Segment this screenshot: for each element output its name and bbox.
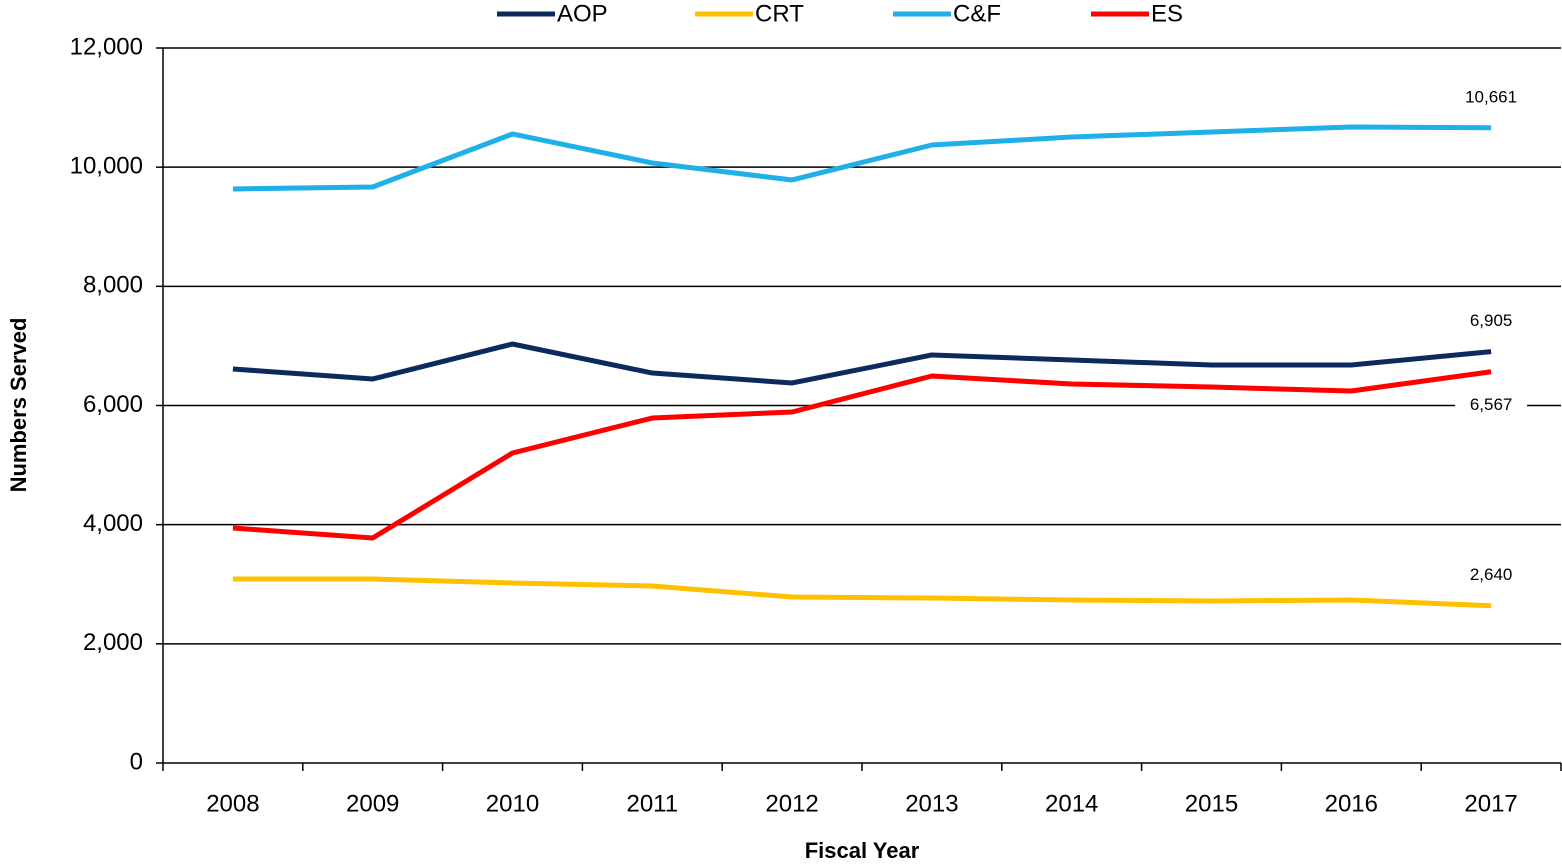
x-tick-label: 2010	[486, 790, 539, 817]
y-tick-label: 4,000	[83, 510, 143, 537]
x-tick-label: 2014	[1045, 790, 1098, 817]
legend-label: C&F	[953, 0, 1001, 27]
data-label: 6,567	[1470, 395, 1513, 414]
y-tick-label: 12,000	[70, 33, 143, 60]
legend-label: ES	[1151, 0, 1183, 27]
data-label: 10,661	[1465, 87, 1517, 106]
series-line	[232, 576, 1492, 609]
label-background	[1455, 394, 1528, 417]
legend-label: CRT	[755, 0, 804, 27]
data-label: 2,640	[1470, 565, 1513, 584]
y-tick-label: 6,000	[83, 391, 143, 418]
y-axis-title: Numbers Served	[6, 318, 31, 493]
x-tick-label: 2017	[1464, 790, 1517, 817]
x-tick-label: 2009	[346, 790, 399, 817]
y-tick-label: 0	[130, 748, 143, 775]
y-tick-label: 10,000	[70, 153, 143, 180]
data-label: 6,905	[1470, 311, 1513, 330]
x-tick-label: 2011	[626, 790, 678, 817]
x-tick-label: 2015	[1185, 790, 1238, 817]
series-line	[232, 369, 1492, 541]
y-tick-label: 2,000	[83, 629, 143, 656]
x-tick-label: 2013	[905, 790, 958, 817]
x-tick-label: 2012	[765, 790, 818, 817]
y-tick-label: 8,000	[83, 272, 143, 299]
x-tick-label: 2016	[1325, 790, 1378, 817]
x-axis-title: Fiscal Year	[805, 838, 920, 863]
x-tick-label: 2008	[206, 790, 259, 817]
series-line	[232, 124, 1492, 192]
series-line	[232, 341, 1492, 386]
legend-label: AOP	[557, 0, 608, 27]
